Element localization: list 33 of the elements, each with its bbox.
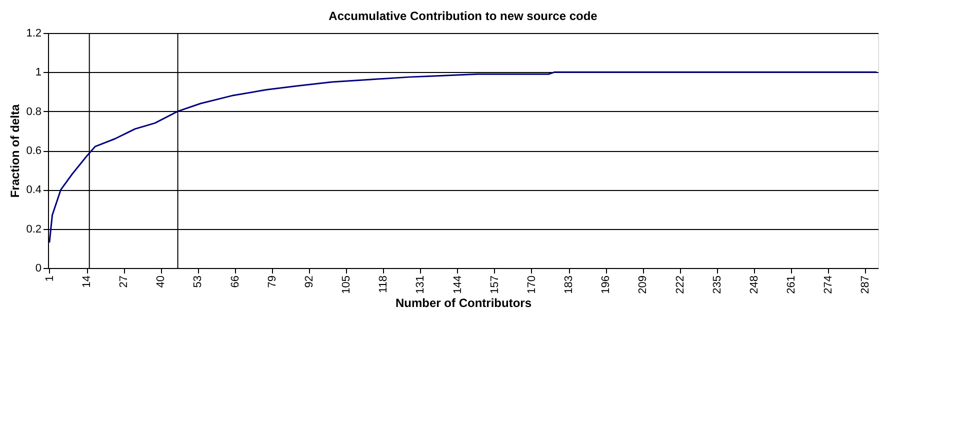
y-axis-title: Fraction of delta xyxy=(8,104,22,198)
x-tick-label: 1 xyxy=(44,276,56,282)
x-tick-label: 196 xyxy=(600,276,612,294)
y-tick-label: 0.2 xyxy=(26,223,42,236)
x-tick-label: 144 xyxy=(452,276,464,294)
x-tick-label: 183 xyxy=(563,276,576,294)
y-tick-label: 0.4 xyxy=(26,184,42,196)
x-tick-label: 157 xyxy=(488,276,501,294)
x-tick-label: 27 xyxy=(118,276,130,288)
x-tick-label: 248 xyxy=(748,276,760,294)
y-tick-label: 1.2 xyxy=(26,28,42,40)
chart-title: Accumulative Contribution to new source code xyxy=(328,9,598,23)
x-tick-label: 222 xyxy=(674,276,686,294)
x-tick-label: 170 xyxy=(526,276,538,294)
x-tick-label: 66 xyxy=(229,276,242,288)
x-tick-label: 209 xyxy=(637,276,650,294)
y-tick-label: 1 xyxy=(35,66,42,79)
x-tick-label: 53 xyxy=(192,276,204,288)
y-tick-label: 0.8 xyxy=(26,106,42,118)
x-tick-label: 40 xyxy=(155,276,168,288)
x-axis-title: Number of Contributors xyxy=(396,296,532,310)
x-tick-label: 131 xyxy=(414,276,427,294)
x-tick-label: 105 xyxy=(340,276,353,294)
x-tick-label: 274 xyxy=(822,276,835,294)
y-tick-label: 0.6 xyxy=(26,145,42,157)
x-tick-label: 261 xyxy=(786,276,798,294)
x-tick-label: 118 xyxy=(378,276,390,294)
x-tick-label: 235 xyxy=(711,276,724,294)
x-tick-label: 14 xyxy=(81,276,94,288)
x-tick-label: 79 xyxy=(266,276,278,288)
x-tick-label: 287 xyxy=(860,276,872,294)
y-tick-label: 0 xyxy=(35,262,42,274)
x-tick-label: 92 xyxy=(303,276,316,288)
